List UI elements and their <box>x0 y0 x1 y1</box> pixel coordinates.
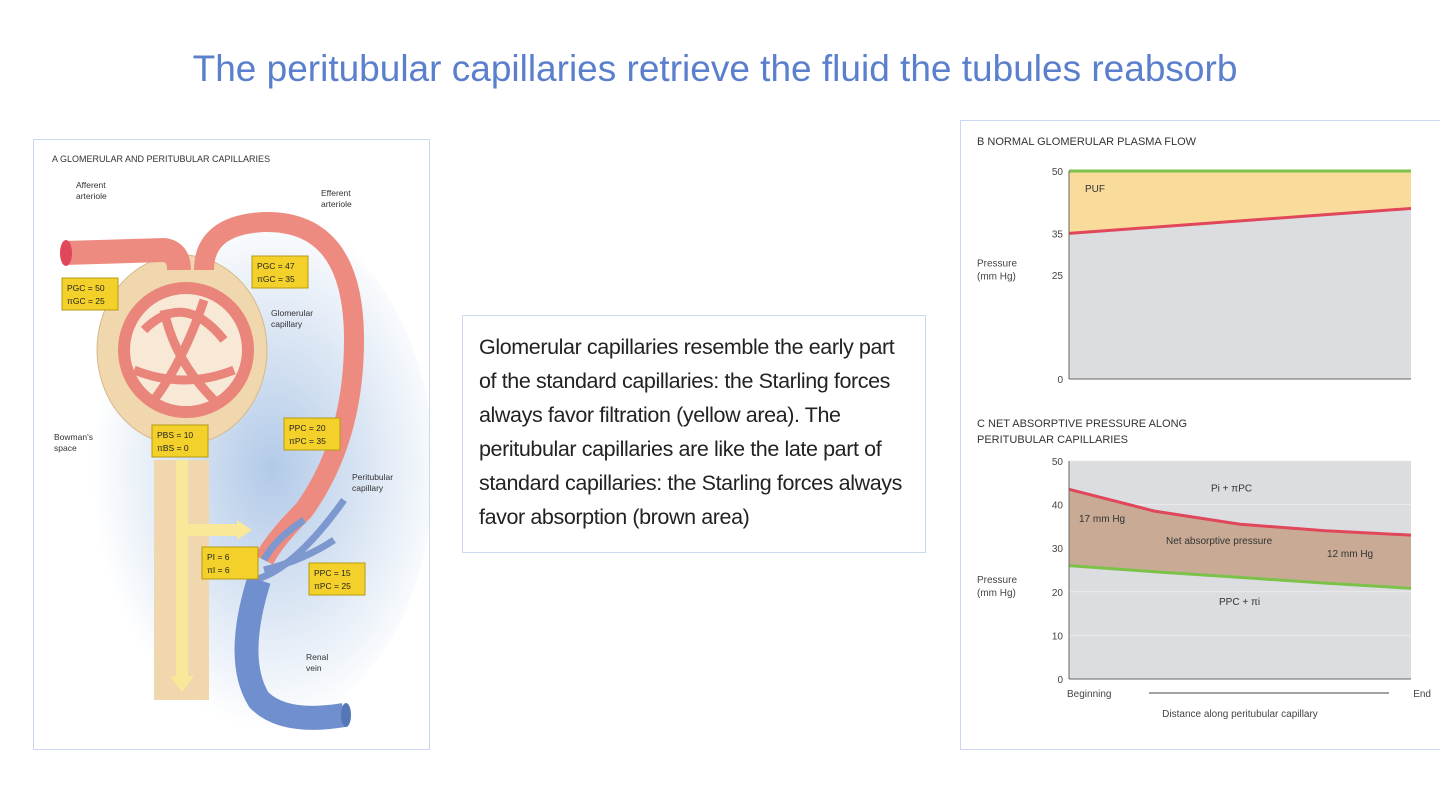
pressure-box-line: PBS = 10 <box>157 430 193 440</box>
pressure-box <box>251 255 309 289</box>
peritubular-capillary <box>253 497 347 584</box>
chart-title: C NET ABSORPTIVE PRESSURE ALONG <box>977 418 1187 430</box>
chart-title: PERITUBULAR CAPILLARIES <box>977 434 1128 446</box>
pressure-box-line: πGC = 25 <box>67 296 105 306</box>
series-label: PPC + πi <box>1219 597 1260 608</box>
filled-area <box>1069 489 1411 589</box>
explanation-textbox: Glomerular capillaries resemble the earl… <box>462 315 926 553</box>
pressure-box <box>201 546 259 580</box>
label-efferent: Efferent <box>321 188 351 198</box>
y-tick-label: 40 <box>1052 501 1064 512</box>
annotation-puf: PUF <box>1085 184 1105 195</box>
y-tick-label: 35 <box>1052 229 1064 240</box>
pressure-box-line: PGC = 47 <box>257 261 295 271</box>
series-line <box>1068 564 1412 590</box>
afferent-arteriole <box>63 237 191 271</box>
annotation-12: 12 mm Hg <box>1327 549 1373 560</box>
pressure-box <box>283 417 341 451</box>
label-glomerular: Glomerular <box>271 308 313 318</box>
y-tick-label: 30 <box>1052 544 1064 555</box>
label-peritubular: Peritubular <box>352 472 393 482</box>
annotation-net: Net absorptive pressure <box>1166 536 1273 547</box>
annotation-17: 17 mm Hg <box>1079 514 1125 525</box>
series-line <box>1068 487 1412 537</box>
efferent-arteriole <box>194 211 365 565</box>
label-renal-vein: Renal <box>306 652 328 662</box>
label-afferent: Afferent <box>76 180 106 190</box>
y-axis-label: Pressure <box>977 575 1017 586</box>
y-axis-label: (mm Hg) <box>977 272 1016 283</box>
series-line <box>1068 206 1412 235</box>
pressure-charts: B NORMAL GLOMERULAR PLASMA FLOW 0 25 35 50 Pr… <box>960 120 1440 750</box>
x-axis-label: Distance along peritubular capillary <box>1162 709 1318 720</box>
pressure-box-line: PGC = 50 <box>67 283 105 293</box>
pressure-box-line: πPC = 35 <box>289 436 326 446</box>
y-tick-label: 20 <box>1052 588 1064 599</box>
y-tick-label: 10 <box>1052 631 1064 642</box>
pressure-box-line: PI = 6 <box>207 552 230 562</box>
panel-a-title: A GLOMERULAR AND PERITUBULAR CAPILLARIES <box>52 154 270 164</box>
label-bowman: Bowman's <box>54 432 93 442</box>
pressure-box-line: πI = 6 <box>207 565 230 575</box>
pressure-box <box>61 277 119 311</box>
y-tick-label: 50 <box>1052 167 1064 178</box>
pressure-box-line: PPC = 15 <box>314 568 351 578</box>
pressure-box-line: πGC = 35 <box>257 274 295 284</box>
y-tick-label: 0 <box>1057 375 1063 386</box>
pressure-box <box>308 562 366 596</box>
y-axis-label: (mm Hg) <box>977 588 1016 599</box>
filled-area <box>1069 171 1411 234</box>
pressure-box-line: πBS = 0 <box>157 443 189 453</box>
y-tick-label: 0 <box>1057 675 1063 686</box>
chart-title: B NORMAL GLOMERULAR PLASMA FLOW <box>977 136 1197 148</box>
pressure-box-line: PPC = 20 <box>289 423 326 433</box>
pressure-box-line: πPC = 25 <box>314 581 351 591</box>
y-axis-label: Pressure <box>977 259 1017 270</box>
renal-vein <box>234 576 346 730</box>
y-tick-label: 25 <box>1052 271 1064 282</box>
series-label: Pi + πPC <box>1211 484 1252 495</box>
x-tick-beginning: Beginning <box>1067 689 1111 700</box>
x-tick-end: End <box>1413 689 1431 700</box>
pressure-box <box>151 424 209 458</box>
glomerular-peritubular-diagram: A GLOMERULAR AND PERITUBULAR CAPILLARIES… <box>33 139 434 750</box>
y-tick-label: 50 <box>1052 457 1064 468</box>
slide-title: The peritubular capillaries retrieve the… <box>192 48 1238 89</box>
